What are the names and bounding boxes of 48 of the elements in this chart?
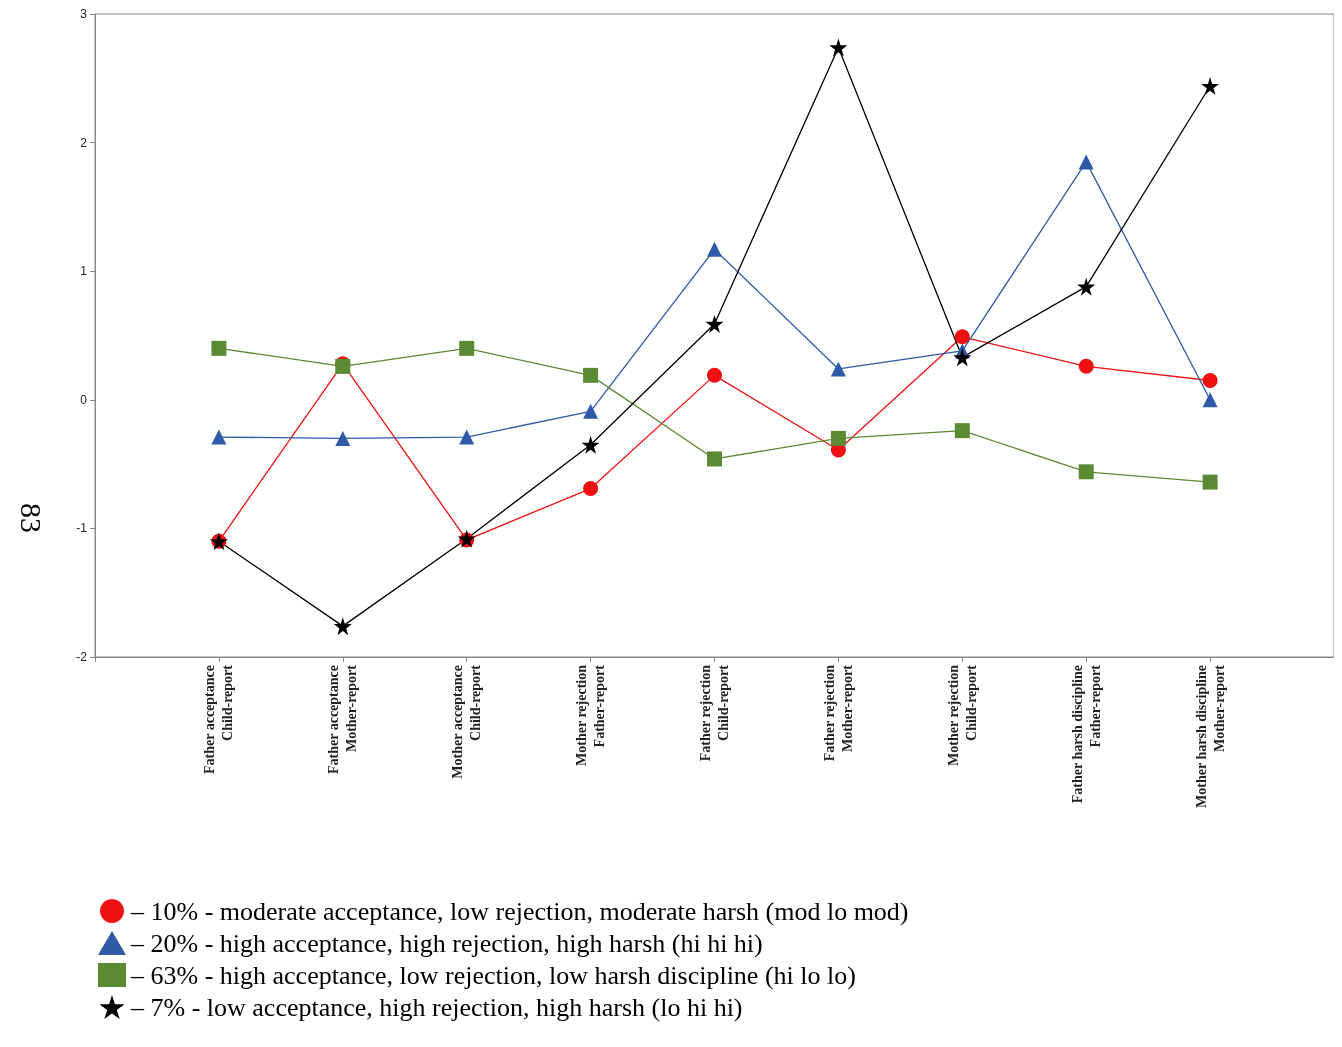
point: [1202, 474, 1218, 490]
y-tick-label: 1: [80, 264, 88, 279]
y-tick-label: -2: [76, 650, 88, 664]
x-tick-label: Father acceptance Child-report: [202, 664, 236, 774]
point: [583, 481, 599, 497]
point: [211, 340, 227, 356]
point: [954, 329, 970, 345]
point: [1202, 392, 1218, 408]
point: [953, 348, 972, 367]
x-tick-label: Father harsh discipline Father-report: [1069, 664, 1103, 804]
text: 83: [14, 503, 48, 533]
point: [211, 429, 227, 445]
point: [829, 38, 848, 57]
y-tick-label: -1: [76, 521, 88, 536]
point: [1202, 373, 1218, 389]
point: [707, 367, 722, 383]
point: [335, 430, 351, 446]
point: [333, 617, 352, 636]
x-tick-label: Mother rejection Child-report: [945, 664, 979, 766]
point: [1078, 464, 1094, 480]
point: [707, 451, 722, 467]
point: [581, 435, 600, 454]
point: [583, 367, 599, 383]
point: [830, 361, 846, 377]
point: [1078, 358, 1094, 374]
x-tick-label: Father rejection Mother-report: [821, 664, 855, 762]
x-tick-label: Mother rejection Father-report: [574, 664, 608, 766]
x-tick-label: Father acceptance Mother-report: [326, 664, 360, 774]
y-tick-label: 0: [80, 392, 88, 407]
x-tick-label: Mother harsh discipline Mother-report: [1193, 664, 1227, 808]
point: [1201, 77, 1220, 96]
legend-label: – 7% - low acceptance, high rejection, high harsh (lo hi hi): [130, 992, 743, 1022]
y-tick-label: 2: [80, 135, 88, 150]
point: [830, 430, 846, 446]
point: [707, 241, 722, 257]
point: [1078, 154, 1094, 170]
x-tick-label: Mother acceptance Child-report: [450, 664, 484, 779]
legend-label: – 63% - high acceptance, low rejection, low harsh discipline (hi lo lo): [130, 960, 856, 990]
point: [705, 314, 724, 333]
x-tick-label: Father rejection Child-report: [698, 664, 731, 762]
y-tick-label: 3: [80, 7, 88, 21]
point: [459, 429, 475, 445]
point: [1077, 277, 1096, 296]
point: [954, 423, 970, 439]
point: [459, 340, 475, 356]
point: [583, 403, 599, 419]
legend-label: – 10% - moderate acceptance, low rejection, moderate harsh (mod lo mod): [130, 896, 909, 926]
legend-label: – 20% - high acceptance, high rejection, high harsh (hi hi hi): [130, 928, 763, 958]
